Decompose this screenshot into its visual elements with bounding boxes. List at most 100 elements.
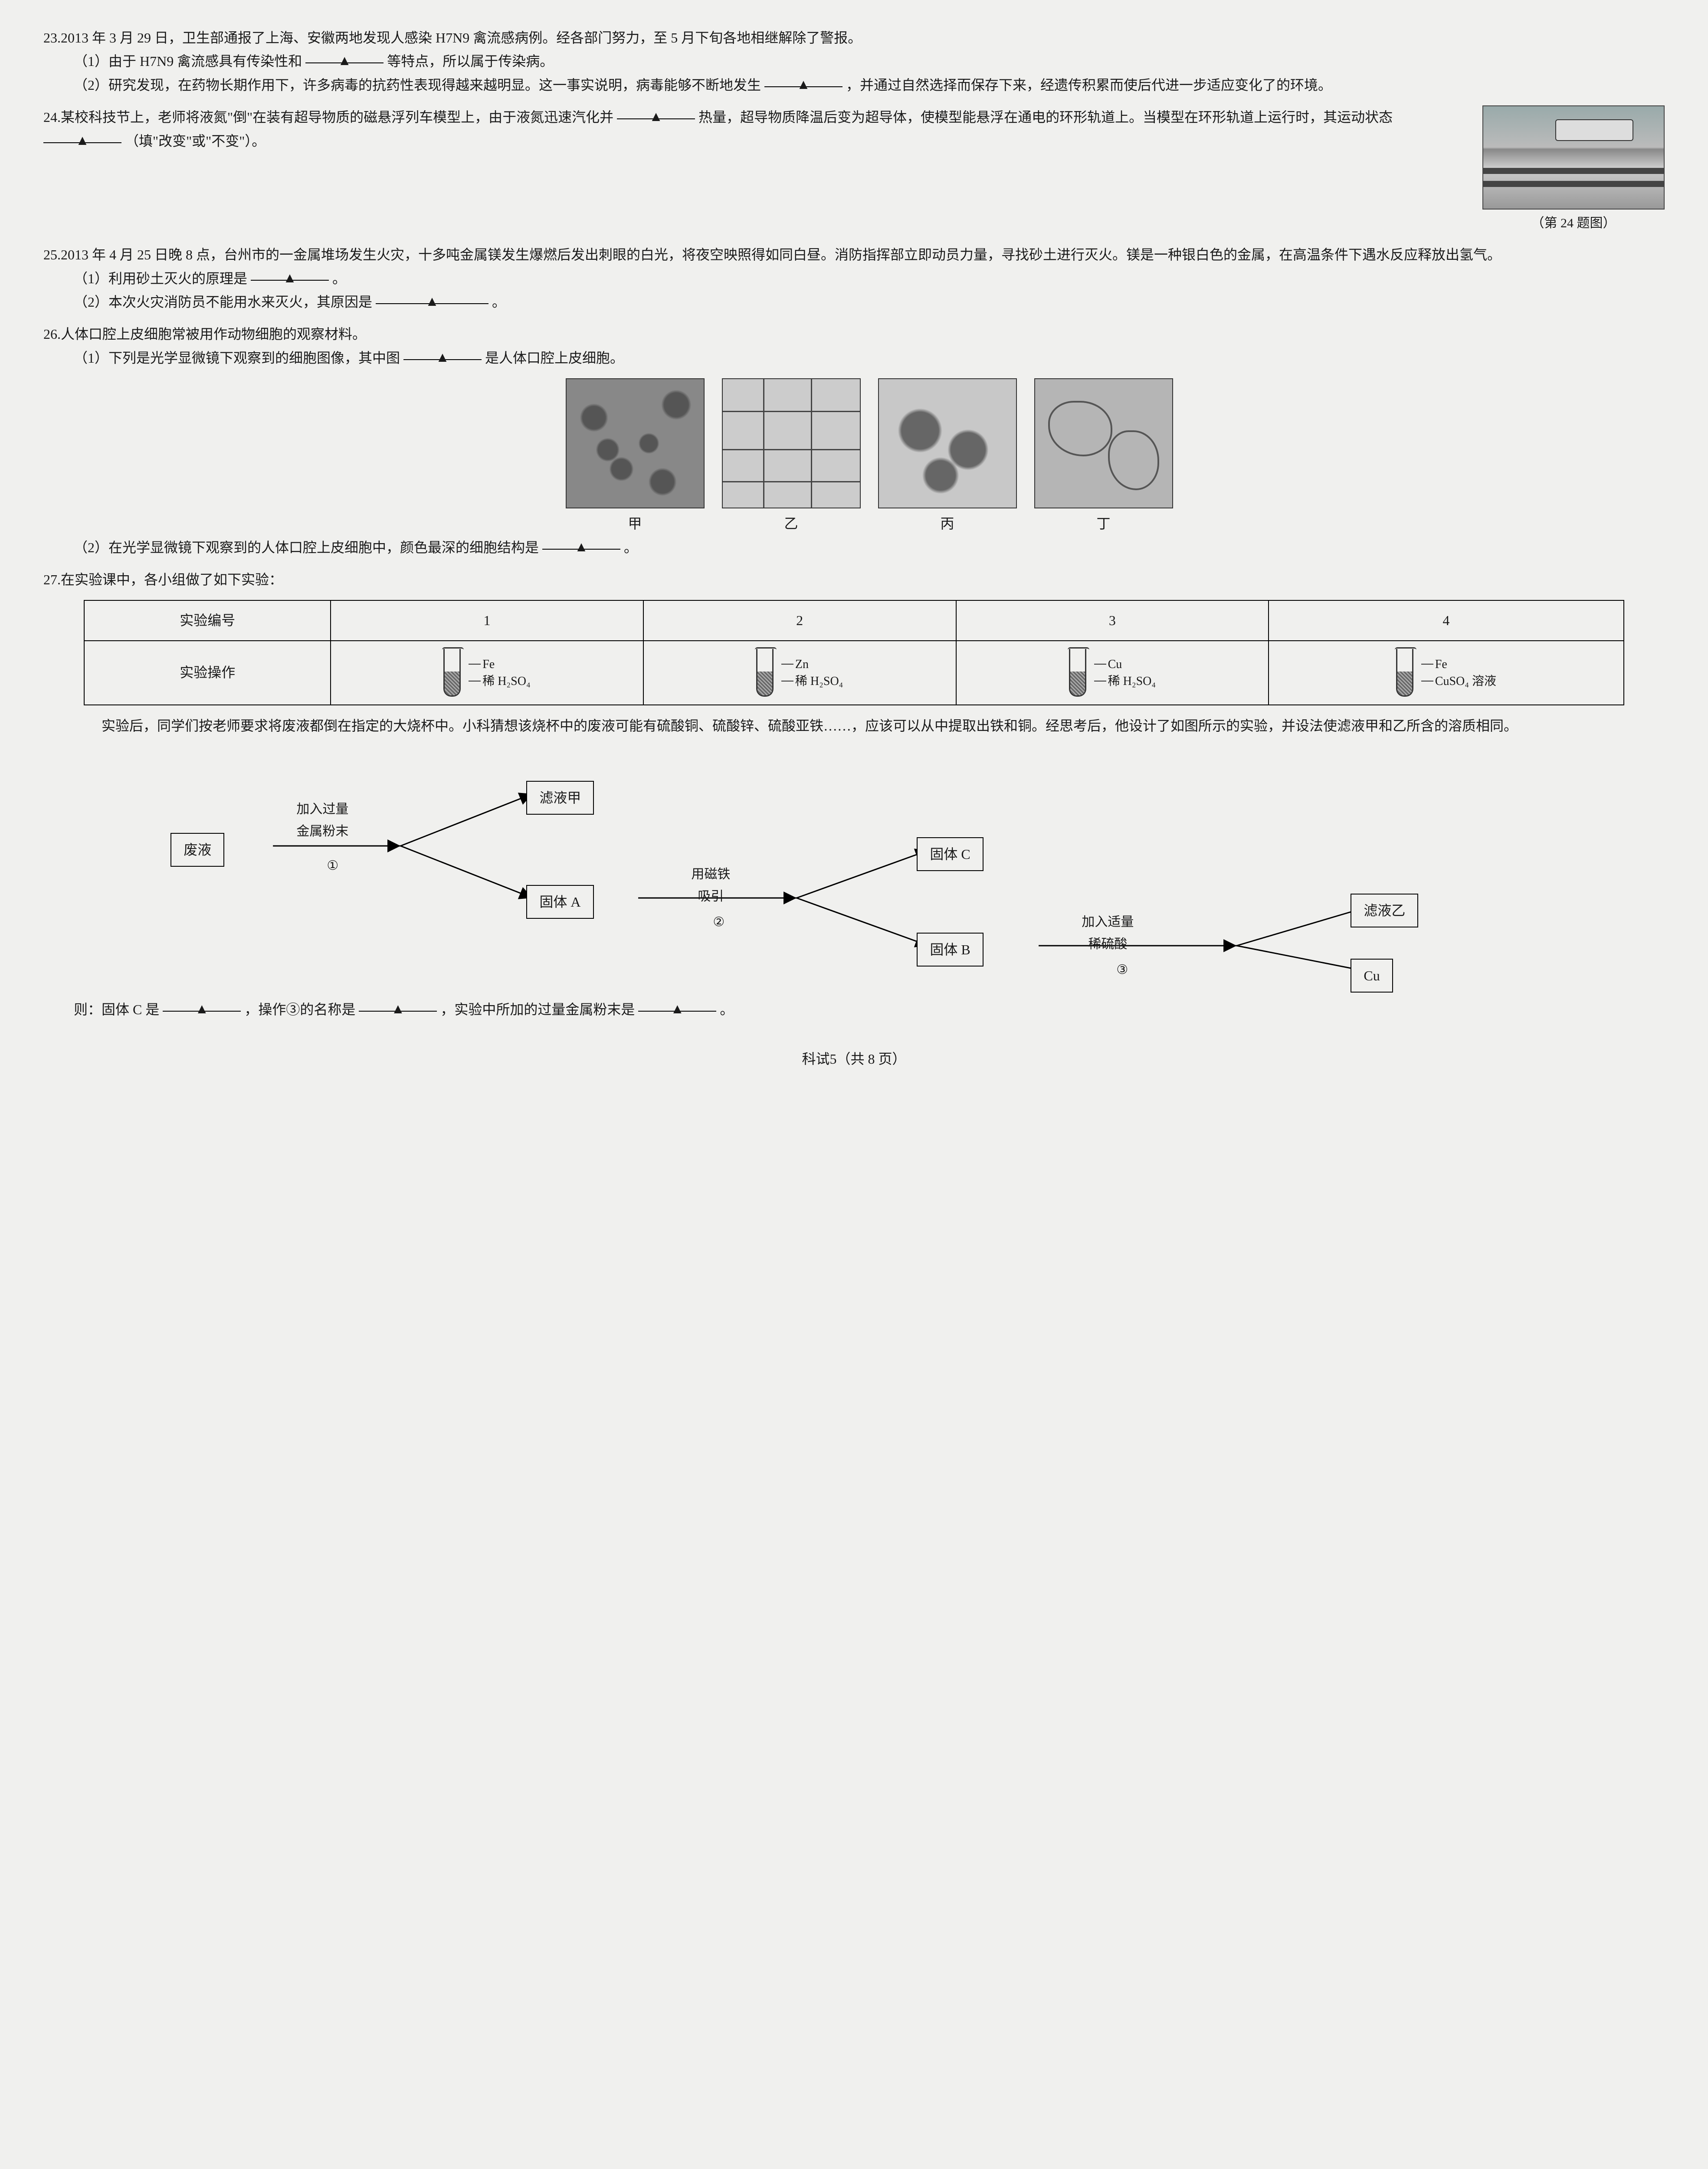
blank[interactable]: ▲: [305, 49, 384, 63]
blank[interactable]: ▲: [764, 73, 843, 87]
table-op-row: 实验操作 Fe 稀 H₂SO₄ Zn 稀 H₂SO₄ Cu 稀 H: [84, 641, 1623, 705]
experiment-table: 实验编号 1 2 3 4 实验操作 Fe 稀 H₂SO₄ Zn 稀 H₂SO₄: [84, 600, 1624, 705]
q25-intro: 2013 年 4 月 25 日晚 8 点，台州市的一金属堆场发生火灾，十多吨金属…: [61, 247, 1501, 262]
tube-labels-2: Zn 稀 H₂SO₄: [781, 656, 843, 690]
triangle-icon: ▲: [574, 539, 588, 554]
q24-caption: （第 24 题图）: [1482, 212, 1665, 234]
blank[interactable]: ▲: [638, 998, 716, 1012]
q25-p2a: （2）本次火灾消防员不能用水来灭火，其原因是: [74, 294, 372, 310]
q27-final-d: 。: [720, 1002, 734, 1017]
flow-box-solidB: 固体 B: [917, 933, 983, 967]
triangle-icon: ▲: [436, 349, 449, 365]
tube-bottom-1: 稀 H₂SO₄: [469, 673, 531, 690]
flow-box-filtrateA: 滤液甲: [526, 781, 594, 815]
maglev-image: [1482, 105, 1665, 210]
flowchart-svg: [84, 746, 1624, 989]
flow-step3: 加入适量 稀硫酸: [1082, 911, 1134, 955]
question-24: （第 24 题图） 24.某校科技节上，老师将液氮"倒"在装有超导物质的磁悬浮列…: [43, 105, 1665, 234]
test-tube-icon: [1069, 649, 1086, 697]
q27-final-b: ，操作③的名称是: [244, 1002, 355, 1017]
q24-t2: 热量，超导物质降温后变为超导体，使模型能悬浮在通电的环形轨道上。当模型在环形轨道…: [698, 109, 1393, 125]
cell-image-yi: [722, 378, 861, 508]
cell-label-yi: 乙: [722, 512, 861, 535]
th-label: 实验编号: [84, 600, 331, 640]
triangle-icon: ▲: [649, 108, 663, 124]
blank[interactable]: ▲: [617, 105, 695, 119]
q26-p1a: （1）下列是光学显微镜下观察到的细胞图像，其中图: [74, 350, 400, 366]
q23-p2a: （2）研究发现，在药物长期作用下，许多病毒的抗药性表现得越来越明显。这一事实说明…: [74, 77, 761, 93]
flow-box-waste: 废液: [170, 833, 224, 867]
blank[interactable]: ▲: [403, 346, 482, 360]
cell-image-bing: [878, 378, 1017, 508]
q23-part2: （2）研究发现，在药物长期作用下，许多病毒的抗药性表现得越来越明显。这一事实说明…: [74, 73, 1665, 97]
tube-bottom-2: 稀 H₂SO₄: [781, 673, 843, 690]
flow-step1a: 加入过量: [296, 798, 348, 820]
blank[interactable]: ▲: [43, 129, 121, 143]
q27-para: 实验后，同学们按老师要求将废液都倒在指定的大烧杯中。小科猜想该烧杯中的废液可能有…: [102, 718, 1518, 734]
cell-item-ding: 丁: [1034, 378, 1173, 535]
cell-image-ding: [1034, 378, 1173, 508]
cell-item-jia: 甲: [566, 378, 705, 535]
blank[interactable]: ▲: [359, 998, 437, 1012]
th-3: 3: [956, 600, 1269, 640]
question-27: 27.在实验课中，各小组做了如下实验： 实验编号 1 2 3 4 实验操作 Fe…: [43, 568, 1665, 1022]
triangle-icon: ▲: [338, 52, 351, 68]
q27-intro: 在实验课中，各小组做了如下实验：: [61, 572, 283, 587]
flow-step2a: 用磁铁: [691, 863, 730, 885]
th-4: 4: [1269, 600, 1623, 640]
q26-p1b: 是人体口腔上皮细胞。: [485, 350, 624, 366]
triangle-icon: ▲: [195, 1001, 209, 1016]
q26-part1: （1）下列是光学显微镜下观察到的细胞图像，其中图 ▲ 是人体口腔上皮细胞。: [74, 346, 1665, 370]
q26-part2: （2）在光学显微镜下观察到的人体口腔上皮细胞中，颜色最深的细胞结构是 ▲ 。: [74, 536, 1665, 559]
flow-step2b: 吸引: [691, 885, 730, 908]
q26-number: 26.: [43, 326, 61, 342]
page-footer: 科试5（共 8 页）: [43, 1047, 1665, 1071]
q23-part1: （1）由于 H7N9 禽流感具有传染性和 ▲ 等特点，所以属于传染病。: [74, 49, 1665, 73]
td-rowlabel: 实验操作: [84, 641, 331, 705]
q25-part1: （1）利用砂土灭火的原理是 ▲ 。: [74, 267, 1665, 290]
q23-number: 23.: [43, 30, 61, 46]
tube-top-2: Zn: [781, 656, 843, 673]
tube-bottom-4: CuSO₄ 溶液: [1421, 673, 1496, 690]
flow-circ3: ③: [1116, 959, 1128, 981]
blank[interactable]: ▲: [376, 290, 488, 304]
q23-p2b: ，并通过自然选择而保存下来，经遗传积累而使后代进一步适应变化了的环境。: [846, 77, 1332, 93]
flow-circ1: ①: [327, 855, 338, 877]
flowchart: 废液 加入过量 金属粉末 ① 滤液甲 固体 A 用磁铁 吸引 ② 固体 C 固体…: [84, 746, 1624, 989]
cell-item-yi: 乙: [722, 378, 861, 535]
th-2: 2: [643, 600, 956, 640]
test-tube-icon: [443, 649, 461, 697]
blank[interactable]: ▲: [251, 267, 329, 281]
tube-labels-3: Cu 稀 H₂SO₄: [1094, 656, 1156, 690]
test-tube-icon: [1396, 649, 1413, 697]
q25-p1a: （1）利用砂土灭火的原理是: [74, 271, 247, 286]
q23-intro: 2013 年 3 月 29 日，卫生部通报了上海、安徽两地发现人感染 H7N9 …: [61, 30, 862, 46]
cell-label-jia: 甲: [566, 512, 705, 535]
tube-cell-1: Fe 稀 H₂SO₄: [331, 641, 643, 705]
tube-top-3: Cu: [1094, 656, 1156, 673]
q25-p2b: 。: [492, 294, 506, 310]
q27-final-a: 则：固体 C 是: [74, 1002, 159, 1017]
triangle-icon: ▲: [75, 132, 89, 148]
flow-step3b: 稀硫酸: [1082, 933, 1134, 955]
question-23: 23.2013 年 3 月 29 日，卫生部通报了上海、安徽两地发现人感染 H7…: [43, 26, 1665, 97]
q26-p2b: 。: [624, 540, 638, 555]
cell-item-bing: 丙: [878, 378, 1017, 535]
tube-cell-3: Cu 稀 H₂SO₄: [956, 641, 1269, 705]
flow-step3a: 加入适量: [1082, 911, 1134, 933]
tube-bottom-3: 稀 H₂SO₄: [1094, 673, 1156, 690]
cell-images-row: 甲 乙 丙 丁: [74, 378, 1665, 535]
cell-image-jia: [566, 378, 705, 508]
tube-cell-4: Fe CuSO₄ 溶液: [1269, 641, 1623, 705]
tube-top-4: Fe: [1421, 656, 1496, 673]
triangle-icon: ▲: [283, 270, 297, 285]
q27-number: 27.: [43, 572, 61, 587]
test-tube-icon: [756, 649, 774, 697]
blank[interactable]: ▲: [163, 998, 241, 1012]
blank[interactable]: ▲: [542, 536, 620, 550]
q25-number: 25.: [43, 247, 61, 262]
cell-label-ding: 丁: [1034, 512, 1173, 535]
flow-step1: 加入过量 金属粉末: [296, 798, 348, 842]
q24-t1: 某校科技节上，老师将液氮"倒"在装有超导物质的磁悬浮列车模型上，由于液氮迅速汽化…: [61, 109, 613, 125]
q25-part2: （2）本次火灾消防员不能用水来灭火，其原因是 ▲ 。: [74, 290, 1665, 314]
